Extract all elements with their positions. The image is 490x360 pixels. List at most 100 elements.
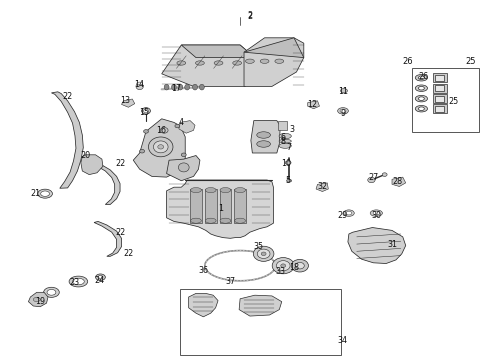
Ellipse shape	[41, 191, 49, 196]
Polygon shape	[133, 119, 185, 177]
Ellipse shape	[148, 137, 173, 157]
Ellipse shape	[178, 84, 183, 90]
Ellipse shape	[291, 259, 309, 272]
Text: 17: 17	[172, 84, 181, 93]
Ellipse shape	[346, 211, 352, 215]
Ellipse shape	[191, 218, 201, 223]
Ellipse shape	[158, 145, 164, 149]
Ellipse shape	[287, 179, 292, 182]
Polygon shape	[167, 156, 200, 181]
Text: 28: 28	[393, 177, 403, 186]
Ellipse shape	[415, 95, 427, 102]
Bar	[435, 106, 444, 112]
Ellipse shape	[418, 107, 424, 111]
Ellipse shape	[69, 276, 88, 287]
Text: 26: 26	[402, 57, 413, 66]
Ellipse shape	[340, 109, 346, 113]
Ellipse shape	[257, 249, 270, 258]
Polygon shape	[51, 92, 83, 188]
Text: 2: 2	[247, 12, 252, 21]
Bar	[435, 96, 444, 102]
Ellipse shape	[253, 246, 274, 261]
Text: 15: 15	[140, 108, 149, 117]
Ellipse shape	[199, 84, 204, 90]
Ellipse shape	[38, 189, 52, 198]
Text: 30: 30	[371, 211, 381, 220]
Text: 13: 13	[120, 95, 130, 104]
Text: 5: 5	[285, 176, 290, 185]
Text: 18: 18	[289, 263, 299, 271]
Ellipse shape	[220, 188, 231, 193]
Text: 33: 33	[275, 267, 285, 276]
Ellipse shape	[418, 86, 424, 90]
Polygon shape	[162, 45, 260, 86]
Ellipse shape	[191, 188, 201, 193]
Ellipse shape	[281, 264, 286, 267]
Text: 34: 34	[337, 336, 347, 345]
Bar	[220, 189, 231, 223]
Polygon shape	[316, 183, 328, 192]
Ellipse shape	[98, 275, 103, 279]
Ellipse shape	[33, 297, 40, 302]
Text: 24: 24	[94, 276, 104, 284]
Text: 8: 8	[281, 136, 286, 145]
Text: 7: 7	[287, 143, 292, 152]
Ellipse shape	[178, 163, 189, 172]
Ellipse shape	[140, 149, 145, 153]
Ellipse shape	[261, 252, 266, 256]
Polygon shape	[181, 45, 255, 58]
Bar	[435, 75, 444, 81]
Text: 37: 37	[225, 277, 235, 286]
Ellipse shape	[341, 89, 347, 93]
Text: 22: 22	[115, 228, 125, 237]
Polygon shape	[244, 38, 304, 58]
Ellipse shape	[164, 84, 169, 90]
Ellipse shape	[415, 105, 427, 112]
Bar	[205, 189, 217, 223]
Ellipse shape	[193, 84, 197, 90]
Polygon shape	[28, 292, 48, 307]
Ellipse shape	[275, 59, 284, 63]
Ellipse shape	[47, 289, 56, 295]
Ellipse shape	[418, 97, 424, 100]
Text: 35: 35	[254, 242, 264, 251]
Text: 19: 19	[35, 297, 45, 306]
Text: 2: 2	[247, 10, 252, 19]
Ellipse shape	[205, 218, 216, 223]
Ellipse shape	[415, 75, 427, 81]
Ellipse shape	[175, 124, 180, 128]
Polygon shape	[92, 164, 120, 204]
Text: 4: 4	[179, 118, 184, 127]
Text: 1: 1	[218, 204, 223, 213]
Text: 3: 3	[289, 125, 294, 134]
Ellipse shape	[279, 139, 291, 143]
Ellipse shape	[96, 274, 105, 280]
Polygon shape	[244, 38, 304, 86]
Ellipse shape	[257, 132, 270, 138]
Ellipse shape	[343, 210, 354, 216]
Text: 32: 32	[318, 182, 327, 191]
Bar	[190, 189, 202, 223]
Polygon shape	[348, 228, 406, 264]
Polygon shape	[392, 177, 406, 186]
Text: 20: 20	[81, 151, 91, 160]
Ellipse shape	[144, 109, 148, 113]
Ellipse shape	[295, 262, 304, 269]
Text: 22: 22	[115, 159, 125, 168]
Bar	[433, 94, 447, 103]
Ellipse shape	[144, 130, 148, 133]
Text: 11: 11	[338, 87, 348, 96]
Text: 26: 26	[419, 72, 429, 81]
Text: 10: 10	[281, 159, 291, 168]
Text: 6: 6	[281, 133, 286, 142]
Text: 27: 27	[368, 173, 378, 181]
Text: 25: 25	[465, 57, 476, 66]
Ellipse shape	[245, 59, 254, 63]
Ellipse shape	[172, 84, 176, 90]
Ellipse shape	[185, 84, 190, 90]
Polygon shape	[251, 121, 280, 153]
Text: 21: 21	[30, 189, 40, 198]
Text: 14: 14	[135, 80, 145, 89]
Ellipse shape	[205, 188, 216, 193]
Ellipse shape	[257, 141, 270, 147]
